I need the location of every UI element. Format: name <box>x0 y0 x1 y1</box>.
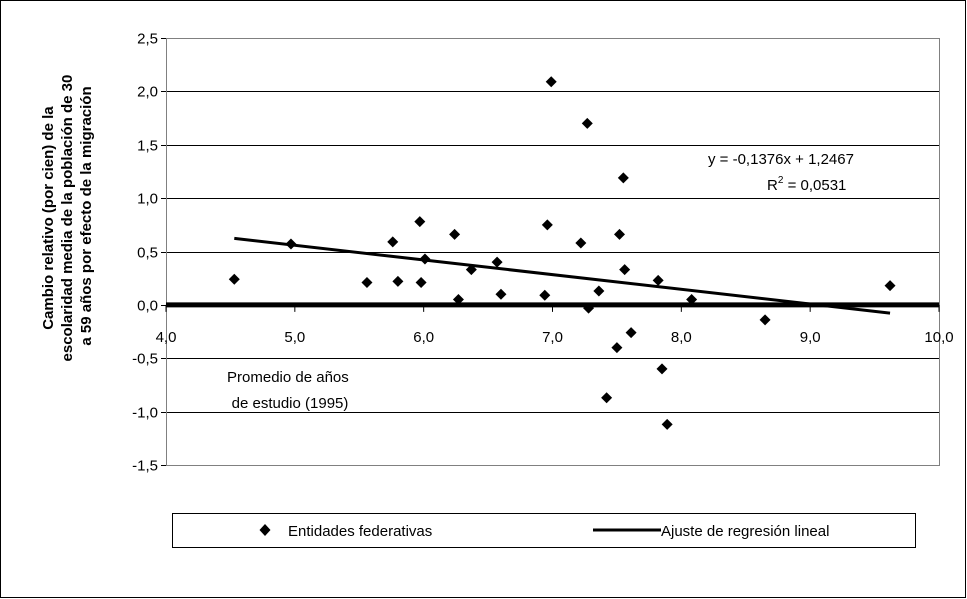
y-tick-label: 0,5 <box>137 245 158 262</box>
data-point <box>415 276 427 288</box>
data-point <box>392 275 404 287</box>
x-axis-annotation: Promedio de años de estudio (1995) <box>227 369 353 412</box>
data-point <box>539 289 551 301</box>
y-axis-label-line-1: Cambio relativo (por cien) de la <box>40 106 57 330</box>
x-annotation-line-1: Promedio de años <box>227 369 349 386</box>
data-point <box>601 392 613 404</box>
data-point <box>686 294 698 306</box>
data-point <box>545 76 557 88</box>
legend-box <box>172 513 916 548</box>
legend-diamond-marker <box>259 524 271 536</box>
legend: Entidades federativas Ajuste de regresió… <box>172 513 916 548</box>
data-point <box>759 314 771 326</box>
data-point <box>491 256 503 268</box>
y-tick-label: 2,5 <box>137 31 158 48</box>
x-tick-label: 6,0 <box>413 329 434 346</box>
y-tick-labels: 2,5 2,0 1,5 1,0 0,5 0,0 -0,5 -1,0 -1,5 <box>132 31 158 475</box>
x-annotation-line-2: de estudio (1995) <box>232 395 349 412</box>
x-tick-marks <box>165 304 940 312</box>
x-tick-labels: 4,0 5,0 6,0 7,0 8,0 9,0 10,0 <box>156 329 954 346</box>
data-point <box>583 302 595 314</box>
data-point <box>617 172 629 184</box>
data-point <box>541 219 553 231</box>
data-point <box>611 342 623 354</box>
data-point <box>419 253 431 265</box>
y-tick-label: 1,5 <box>137 138 158 155</box>
data-point <box>884 280 896 292</box>
data-point <box>661 418 673 430</box>
x-tick-label: 10,0 <box>924 329 953 346</box>
y-axis-label-line-3: a 59 años por efecto de la migración <box>78 86 95 345</box>
x-tick-label: 7,0 <box>542 329 563 346</box>
data-point <box>414 216 426 228</box>
data-point <box>452 294 464 306</box>
data-point <box>495 288 507 300</box>
data-point <box>593 285 605 297</box>
x-tick-label: 5,0 <box>284 329 305 346</box>
data-point <box>652 274 664 286</box>
y-axis-label: Cambio relativo (por cien) de la escolar… <box>40 71 95 362</box>
y-tick-label: 2,0 <box>137 84 158 101</box>
data-point <box>285 238 297 250</box>
data-point <box>228 273 240 285</box>
y-tick-label: -1,0 <box>132 405 158 422</box>
data-points <box>228 76 896 430</box>
y-axis-label-line-2: escolaridad media de la población de 30 <box>59 75 76 362</box>
data-point <box>581 117 593 129</box>
y-tick-label: -1,5 <box>132 458 158 475</box>
r-squared-superscript: 2 <box>778 175 784 186</box>
data-point <box>449 228 461 240</box>
r-squared-value: = 0,0531 <box>783 177 846 194</box>
data-point <box>613 228 625 240</box>
data-point <box>387 236 399 248</box>
regression-line <box>234 236 891 315</box>
r-squared: R2 = 0,0531 <box>767 175 846 194</box>
x-tick-label: 4,0 <box>156 329 177 346</box>
data-point <box>625 327 637 339</box>
legend-line-label: Ajuste de regresión lineal <box>661 523 829 540</box>
y-tick-label: 1,0 <box>137 191 158 208</box>
x-tick-label: 9,0 <box>800 329 821 346</box>
legend-points-label: Entidades federativas <box>288 523 432 540</box>
regression-equation: y = -0,1376x + 1,2467 <box>708 151 854 168</box>
plot-border <box>166 38 940 466</box>
data-point <box>656 363 668 375</box>
plot-area: 2,5 2,0 1,5 1,0 0,5 0,0 -0,5 -1,0 -1,5 4,0 5,0 6,0… <box>132 31 953 475</box>
data-point <box>619 264 631 276</box>
r-squared-letter: R <box>767 177 778 194</box>
y-tick-label: 0,0 <box>137 298 158 315</box>
x-tick-label: 8,0 <box>671 329 692 346</box>
data-point <box>575 237 587 249</box>
data-point <box>361 276 373 288</box>
y-tick-label: -0,5 <box>132 351 158 368</box>
data-point <box>465 264 477 276</box>
